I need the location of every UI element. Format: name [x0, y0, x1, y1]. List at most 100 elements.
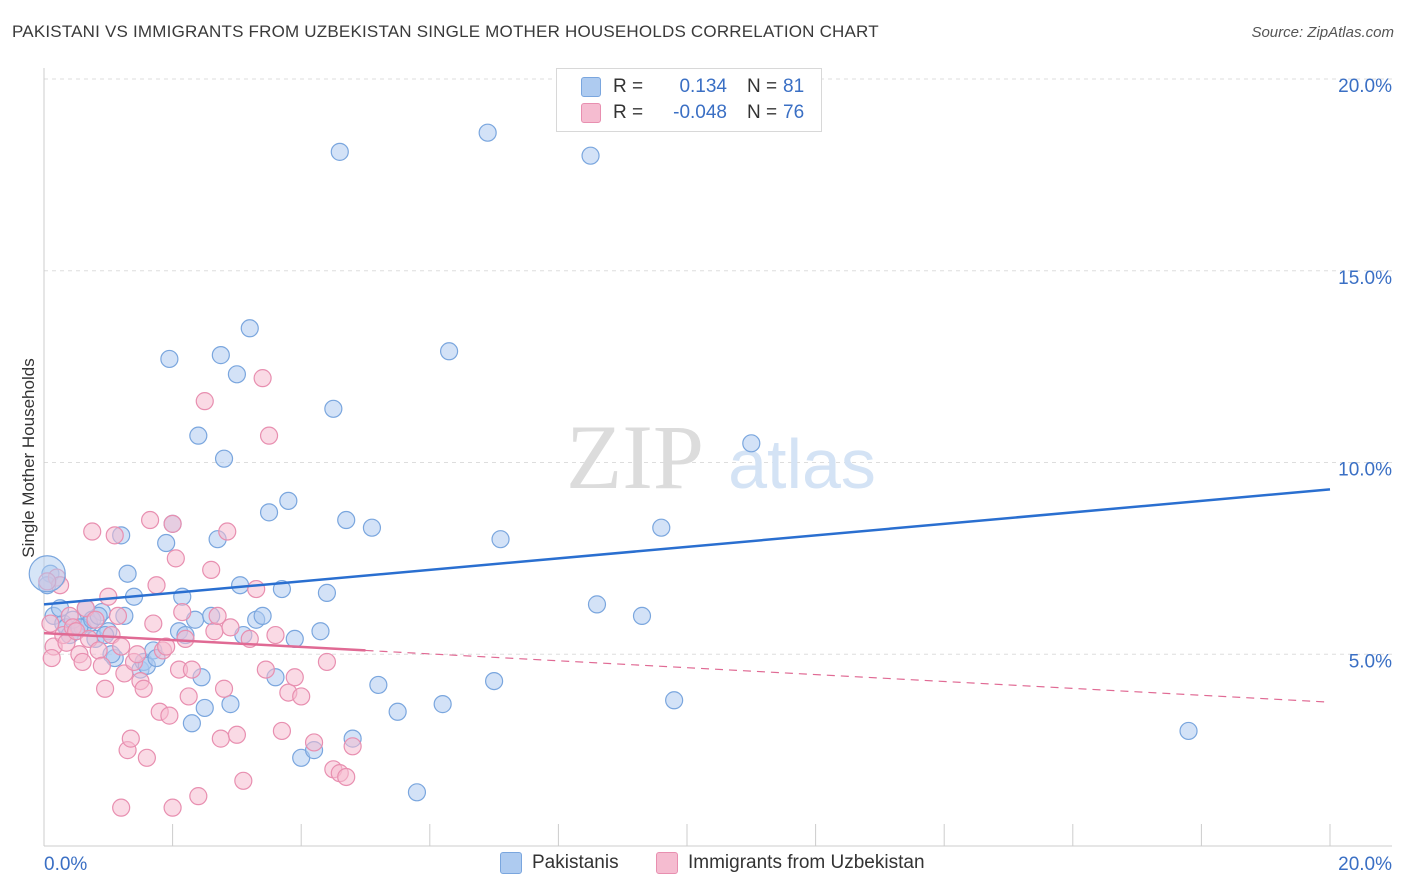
x-tick-label: 20.0% [1338, 854, 1392, 875]
correlation-legend: R = 0.134 N = 81 R = -0.048 N = 76 [556, 68, 822, 132]
uzbekistan-point [182, 660, 201, 679]
uzbekistan-point [89, 641, 108, 660]
uzbekistan-point [163, 514, 182, 533]
uzbekistan-point [163, 798, 182, 817]
uzbekistan-point [227, 725, 246, 744]
uzbekistan-point [166, 549, 185, 568]
pakistani-point [1179, 721, 1198, 741]
pakistani-point [632, 606, 652, 626]
pakistani-point [433, 695, 452, 714]
uzbekistan-point [214, 679, 234, 698]
uzbekistan-trend-extension [365, 649, 1331, 703]
pakistani-point [240, 319, 259, 338]
pakistani-point [478, 123, 497, 142]
uzbekistan-point [86, 610, 105, 629]
uzbekistan-point [337, 767, 356, 787]
uzbekistan-point [343, 737, 362, 756]
y-tick-label: 5.0% [1349, 651, 1392, 672]
legend-n-label: N = [747, 102, 778, 123]
uzbekistan-point [105, 526, 124, 545]
uzbekistan-point [202, 560, 221, 579]
uzbekistan-point [112, 798, 131, 817]
uzbekistan-point [112, 637, 131, 656]
x-tick-label: 0.0% [44, 854, 87, 875]
tick-labels: 5.0% 10.0% 15.0% 20.0% 0.0% 20.0% [44, 76, 1392, 875]
pakistani-point [439, 342, 459, 361]
pakistani-point [581, 146, 600, 165]
uzbekistan-point [128, 645, 147, 664]
pakistani-point [259, 503, 279, 522]
pakistani-point [330, 142, 349, 161]
pakistani-trend-line [43, 488, 1331, 606]
chart-title: PAKISTANI VS IMMIGRANTS FROM UZBEKISTAN … [12, 22, 879, 41]
legend-swatch-blue [500, 852, 522, 874]
pakistani-point [182, 714, 201, 733]
uzbekistan-point [144, 614, 163, 633]
uzbekistan-point [95, 679, 115, 698]
legend-row-pakistanis: R = 0.134 N = 81 [581, 75, 804, 99]
legend-row-uzbekistan: R = -0.048 N = 76 [581, 101, 804, 125]
chart-source: Source: ZipAtlas.com [1251, 24, 1394, 41]
uzbekistan-point [304, 733, 324, 752]
uzbekistan-point [272, 721, 292, 741]
uzbekistan-point [134, 679, 153, 698]
pakistani-point [337, 510, 356, 530]
legend-r-label: R = [613, 76, 644, 97]
uzbekistan-point [160, 706, 179, 725]
pakistani-point [214, 449, 234, 468]
uzbekistan-point [247, 579, 266, 599]
legend-item-pakistanis: Pakistanis [500, 852, 619, 874]
pakistani-point [118, 564, 137, 583]
uzbekistan-point [108, 606, 128, 626]
legend-n-label: N = [747, 76, 778, 97]
y-tick-label: 20.0% [1338, 76, 1392, 97]
pakistani-point [189, 426, 208, 445]
pakistani-point [388, 702, 407, 721]
uzbekistan-point [121, 729, 140, 748]
uzbekistan-point [157, 637, 176, 656]
y-tick-label: 10.0% [1338, 460, 1392, 481]
uzbekistan-point [140, 510, 160, 530]
pakistani-point [485, 671, 504, 691]
pakistani-point [665, 691, 684, 710]
pakistani-point [285, 629, 304, 649]
pakistani-point [587, 595, 607, 614]
pakistani-point [160, 349, 179, 369]
legend-swatch-blue [581, 77, 601, 97]
pakistani-point [272, 579, 292, 599]
watermark-zip: ZIP [566, 406, 704, 508]
uzbekistan-point [317, 652, 337, 672]
series-legend: Pakistanis Immigrants from Uzbekistan [0, 852, 1406, 878]
watermark: ZIP atlas [566, 406, 876, 508]
pakistani-point [742, 434, 761, 453]
pakistani-point [279, 491, 298, 510]
uzbekistan-point [147, 576, 166, 595]
y-tick-label: 15.0% [1338, 268, 1392, 289]
legend-label-pakistanis: Pakistanis [532, 852, 619, 873]
uzbekistan-point [137, 748, 156, 767]
pakistani-point [211, 346, 230, 365]
uzbekistan-point [211, 729, 230, 748]
uzbekistan-point [208, 606, 227, 626]
pakistani-point [652, 518, 671, 537]
pakistani-point [221, 695, 240, 714]
uzbekistan-point [221, 618, 240, 637]
pakistani-point [227, 365, 246, 384]
uzbekistan-point [256, 660, 275, 679]
pakistani-point [369, 675, 388, 695]
uzbekistan-point [234, 771, 253, 790]
uzbekistan-point [73, 652, 92, 672]
uzbekistan-point [41, 614, 60, 633]
legend-swatch-pink [581, 103, 601, 123]
uzbekistan-point [195, 392, 214, 411]
pakistani-point [311, 622, 330, 641]
uzbekistan-point [259, 426, 279, 445]
uzbekistan-point [179, 687, 198, 706]
legend-r-label: R = [613, 102, 644, 123]
trend-lines [43, 488, 1331, 703]
grid-lines [44, 78, 1392, 655]
y-axis-label: Single Mother Households [19, 358, 38, 557]
axes [43, 68, 1392, 847]
pakistani-point [362, 518, 382, 537]
